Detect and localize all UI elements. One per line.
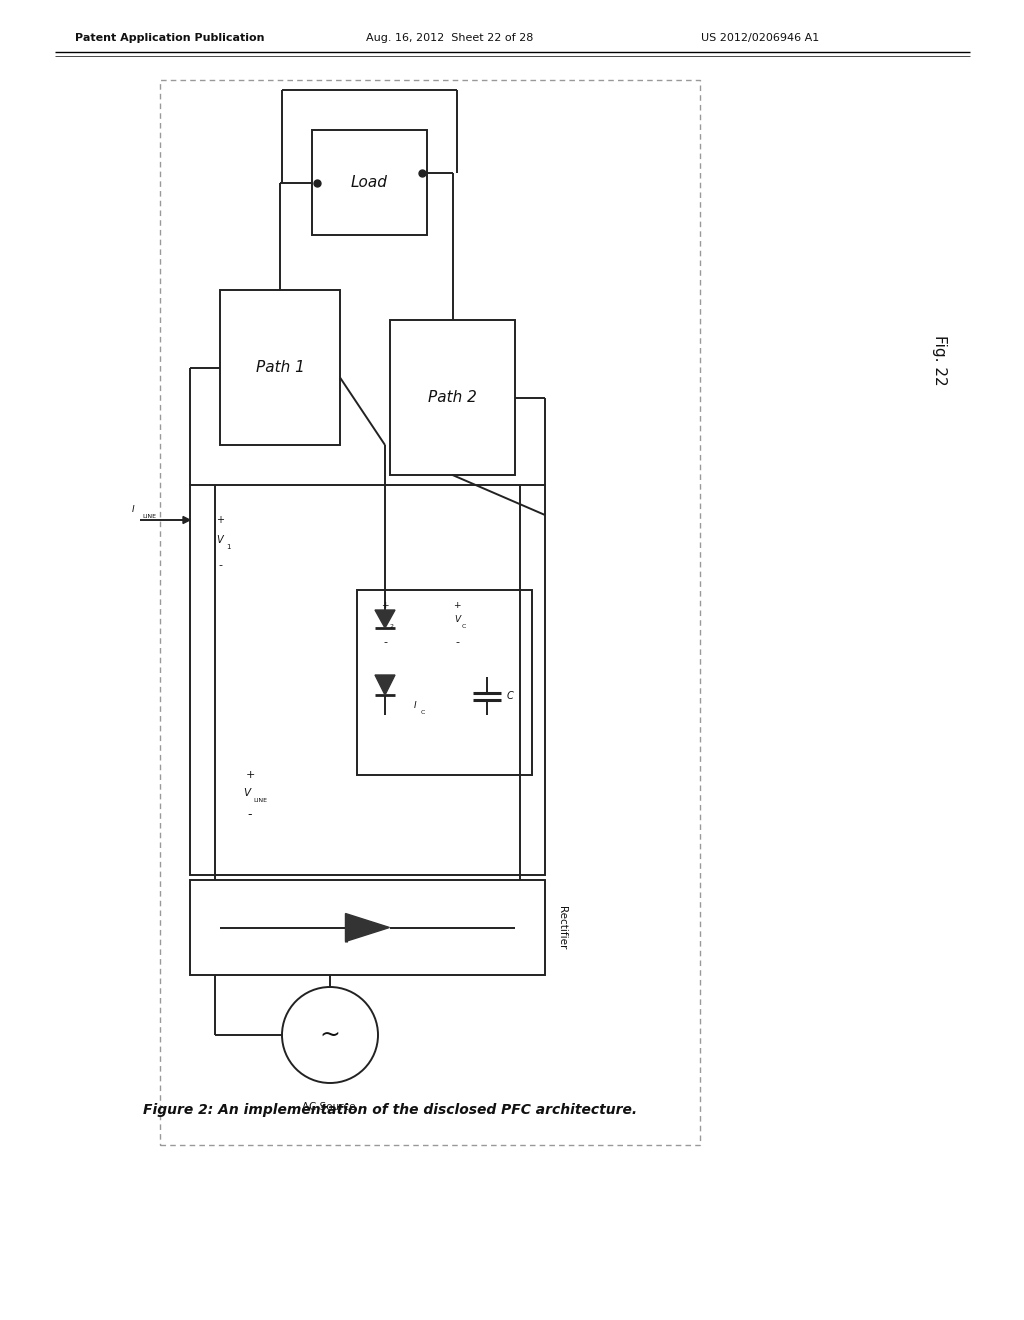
Text: C: C (507, 690, 514, 701)
Polygon shape (345, 913, 389, 941)
Text: Aug. 16, 2012  Sheet 22 of 28: Aug. 16, 2012 Sheet 22 of 28 (367, 33, 534, 44)
Bar (390, 319, 515, 475)
Bar (312, 129, 427, 235)
Text: -: - (383, 638, 387, 647)
Text: -: - (455, 638, 459, 647)
Text: 1: 1 (225, 544, 230, 550)
Polygon shape (375, 610, 395, 628)
Text: C: C (421, 710, 425, 714)
Text: Path 1: Path 1 (256, 360, 304, 375)
Polygon shape (375, 675, 395, 696)
Text: +: + (216, 515, 224, 525)
Text: V: V (454, 615, 460, 624)
Text: Load: Load (351, 176, 388, 190)
Text: +: + (381, 601, 389, 610)
Bar (220, 290, 340, 445)
Text: Figure 2: An implementation of the disclosed PFC architecture.: Figure 2: An implementation of the discl… (143, 1104, 637, 1117)
Bar (160, 81, 700, 1144)
Text: AC Source: AC Source (302, 1102, 355, 1111)
Text: -: - (248, 808, 252, 821)
Bar (190, 880, 545, 975)
Text: C: C (462, 624, 466, 630)
Text: LINE: LINE (142, 515, 156, 520)
Text: ~: ~ (319, 1023, 340, 1047)
Bar (357, 590, 532, 775)
Text: V: V (243, 788, 250, 799)
Text: I: I (414, 701, 417, 710)
Text: +: + (454, 601, 461, 610)
Text: LINE: LINE (253, 797, 267, 803)
Text: +: + (246, 770, 255, 780)
Text: Path 2: Path 2 (428, 389, 477, 405)
Text: Patent Application Publication: Patent Application Publication (75, 33, 265, 44)
Text: US 2012/0206946 A1: US 2012/0206946 A1 (700, 33, 819, 44)
Bar (190, 484, 545, 875)
Text: Rectifier: Rectifier (557, 906, 567, 949)
Polygon shape (183, 516, 190, 524)
Text: 2: 2 (390, 624, 394, 630)
Text: V: V (217, 535, 223, 545)
Text: -: - (218, 560, 222, 570)
Text: V: V (382, 615, 388, 624)
Text: Fig. 22: Fig. 22 (933, 335, 947, 385)
Text: I: I (132, 506, 134, 515)
